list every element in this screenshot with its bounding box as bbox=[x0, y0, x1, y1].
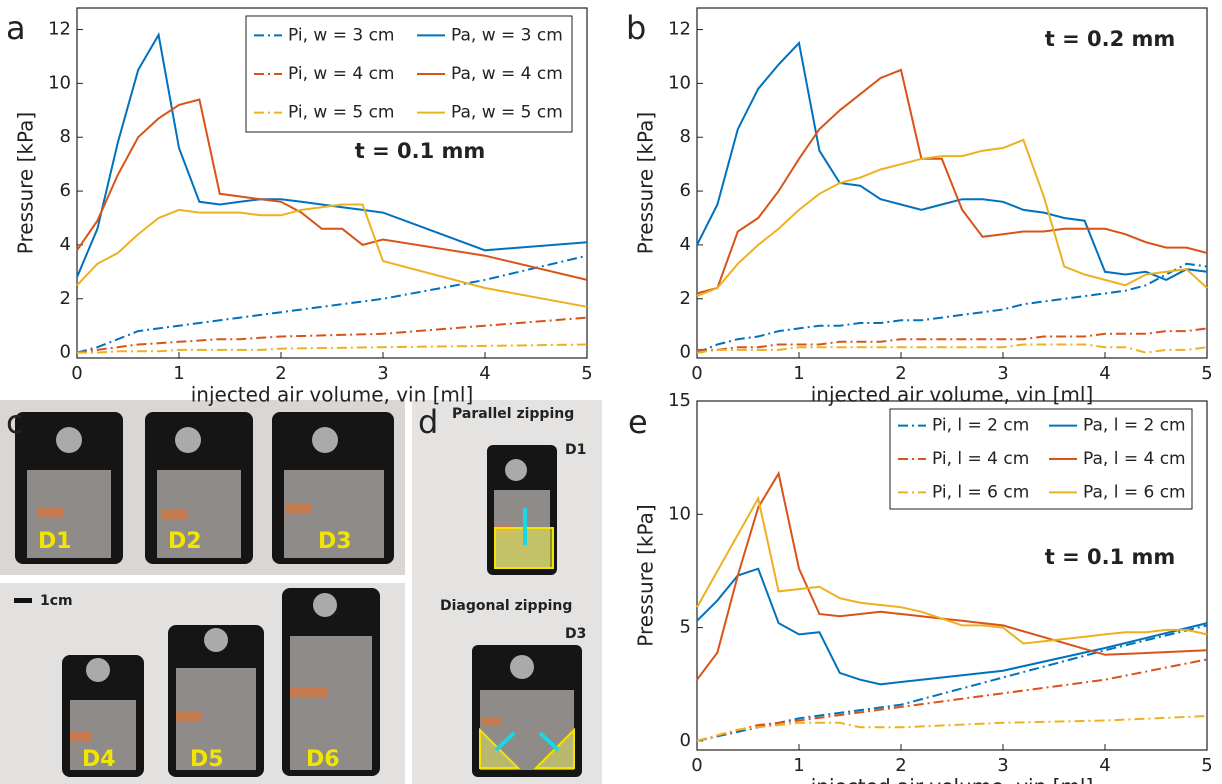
y-tick-label: 12 bbox=[668, 19, 691, 40]
annotation: t = 0.1 mm bbox=[1045, 545, 1176, 569]
figure: c d D1 D2 D3 D4 D5 D6 1cm Parallel zippi… bbox=[0, 0, 1222, 784]
x-tick-label: 2 bbox=[275, 363, 286, 384]
device-label: D5 bbox=[190, 747, 224, 772]
legend-label: Pi, l = 2 cm bbox=[932, 416, 1029, 436]
x-tick-label: 0 bbox=[691, 755, 702, 776]
y-tick-label: 8 bbox=[60, 126, 71, 147]
series-line bbox=[697, 659, 1207, 741]
device-label: D6 bbox=[306, 747, 340, 772]
y-tick-label: 15 bbox=[668, 390, 691, 411]
device-label: D3 bbox=[565, 626, 586, 642]
y-tick-label: 10 bbox=[668, 503, 691, 524]
x-tick-label: 5 bbox=[1201, 755, 1212, 776]
x-tick-label: 1 bbox=[793, 755, 804, 776]
y-tick-label: 8 bbox=[680, 126, 691, 147]
legend-label: Pa, w = 4 cm bbox=[451, 64, 563, 84]
y-tick-label: 2 bbox=[680, 288, 691, 309]
panel-label: e bbox=[628, 403, 648, 441]
x-tick-label: 0 bbox=[691, 363, 702, 384]
x-tick-label: 2 bbox=[895, 363, 906, 384]
panel-label: c bbox=[6, 403, 24, 441]
legend-label: Pa, w = 5 cm bbox=[451, 103, 563, 123]
legend-label: Pa, l = 4 cm bbox=[1083, 449, 1186, 469]
series-line bbox=[697, 43, 1207, 280]
y-tick-label: 12 bbox=[48, 19, 71, 40]
series-line bbox=[77, 256, 587, 353]
series-line bbox=[77, 205, 587, 307]
series-line bbox=[697, 140, 1207, 296]
device-label: D2 bbox=[168, 529, 202, 554]
y-tick-label: 10 bbox=[668, 72, 691, 93]
legend-label: Pi, w = 3 cm bbox=[288, 25, 395, 45]
device-label: D1 bbox=[565, 442, 586, 458]
panel-label: a bbox=[6, 9, 26, 47]
legend-label: Pi, w = 4 cm bbox=[288, 64, 395, 84]
legend-label: Pa, l = 2 cm bbox=[1083, 416, 1186, 436]
panel-label: b bbox=[626, 9, 646, 47]
x-tick-label: 3 bbox=[997, 755, 1008, 776]
x-tick-label: 3 bbox=[997, 363, 1008, 384]
device-label: D3 bbox=[318, 529, 352, 554]
series-line bbox=[697, 498, 1207, 643]
x-tick-label: 3 bbox=[377, 363, 388, 384]
x-tick-label: 5 bbox=[1201, 363, 1212, 384]
panel-label: d bbox=[418, 403, 438, 441]
y-tick-label: 5 bbox=[680, 617, 691, 638]
x-axis-label: injected air volume, vin [ml] bbox=[811, 383, 1094, 407]
scale-label: 1cm bbox=[40, 593, 73, 609]
caption: Diagonal zipping bbox=[440, 598, 572, 614]
x-tick-label: 1 bbox=[173, 363, 184, 384]
x-axis-label: injected air volume, vin [ml] bbox=[811, 775, 1094, 784]
series-line bbox=[697, 716, 1207, 741]
y-tick-label: 4 bbox=[680, 234, 691, 255]
y-tick-label: 6 bbox=[680, 180, 691, 201]
series-line bbox=[697, 70, 1207, 294]
x-tick-label: 1 bbox=[793, 363, 804, 384]
y-tick-label: 2 bbox=[60, 288, 71, 309]
x-tick-label: 0 bbox=[71, 363, 82, 384]
y-axis-label: Pressure [kPa] bbox=[634, 504, 658, 646]
device-label: D1 bbox=[38, 529, 72, 554]
y-tick-label: 10 bbox=[48, 72, 71, 93]
x-tick-label: 5 bbox=[581, 363, 592, 384]
y-axis-label: Pressure [kPa] bbox=[634, 112, 658, 254]
legend-label: Pi, l = 6 cm bbox=[932, 482, 1029, 502]
x-tick-label: 4 bbox=[1099, 755, 1110, 776]
legend-label: Pi, w = 5 cm bbox=[288, 103, 395, 123]
series-line bbox=[697, 345, 1207, 353]
series-line bbox=[77, 345, 587, 353]
x-tick-label: 4 bbox=[479, 363, 490, 384]
x-tick-label: 2 bbox=[895, 755, 906, 776]
annotation: t = 0.1 mm bbox=[355, 139, 486, 163]
caption: Parallel zipping bbox=[452, 406, 574, 422]
y-tick-label: 0 bbox=[680, 730, 691, 751]
y-tick-label: 6 bbox=[60, 180, 71, 201]
x-axis-label: injected air volume, vin [ml] bbox=[191, 383, 474, 407]
y-tick-label: 4 bbox=[60, 234, 71, 255]
legend-label: Pa, l = 6 cm bbox=[1083, 482, 1186, 502]
series-line bbox=[697, 569, 1207, 685]
legend-label: Pa, w = 3 cm bbox=[451, 25, 563, 45]
y-axis-label: Pressure [kPa] bbox=[14, 112, 38, 254]
y-tick-label: 0 bbox=[60, 342, 71, 363]
device-label: D4 bbox=[82, 747, 116, 772]
y-tick-label: 0 bbox=[680, 342, 691, 363]
annotation: t = 0.2 mm bbox=[1045, 27, 1176, 51]
legend-label: Pi, l = 4 cm bbox=[932, 449, 1029, 469]
x-tick-label: 4 bbox=[1099, 363, 1110, 384]
